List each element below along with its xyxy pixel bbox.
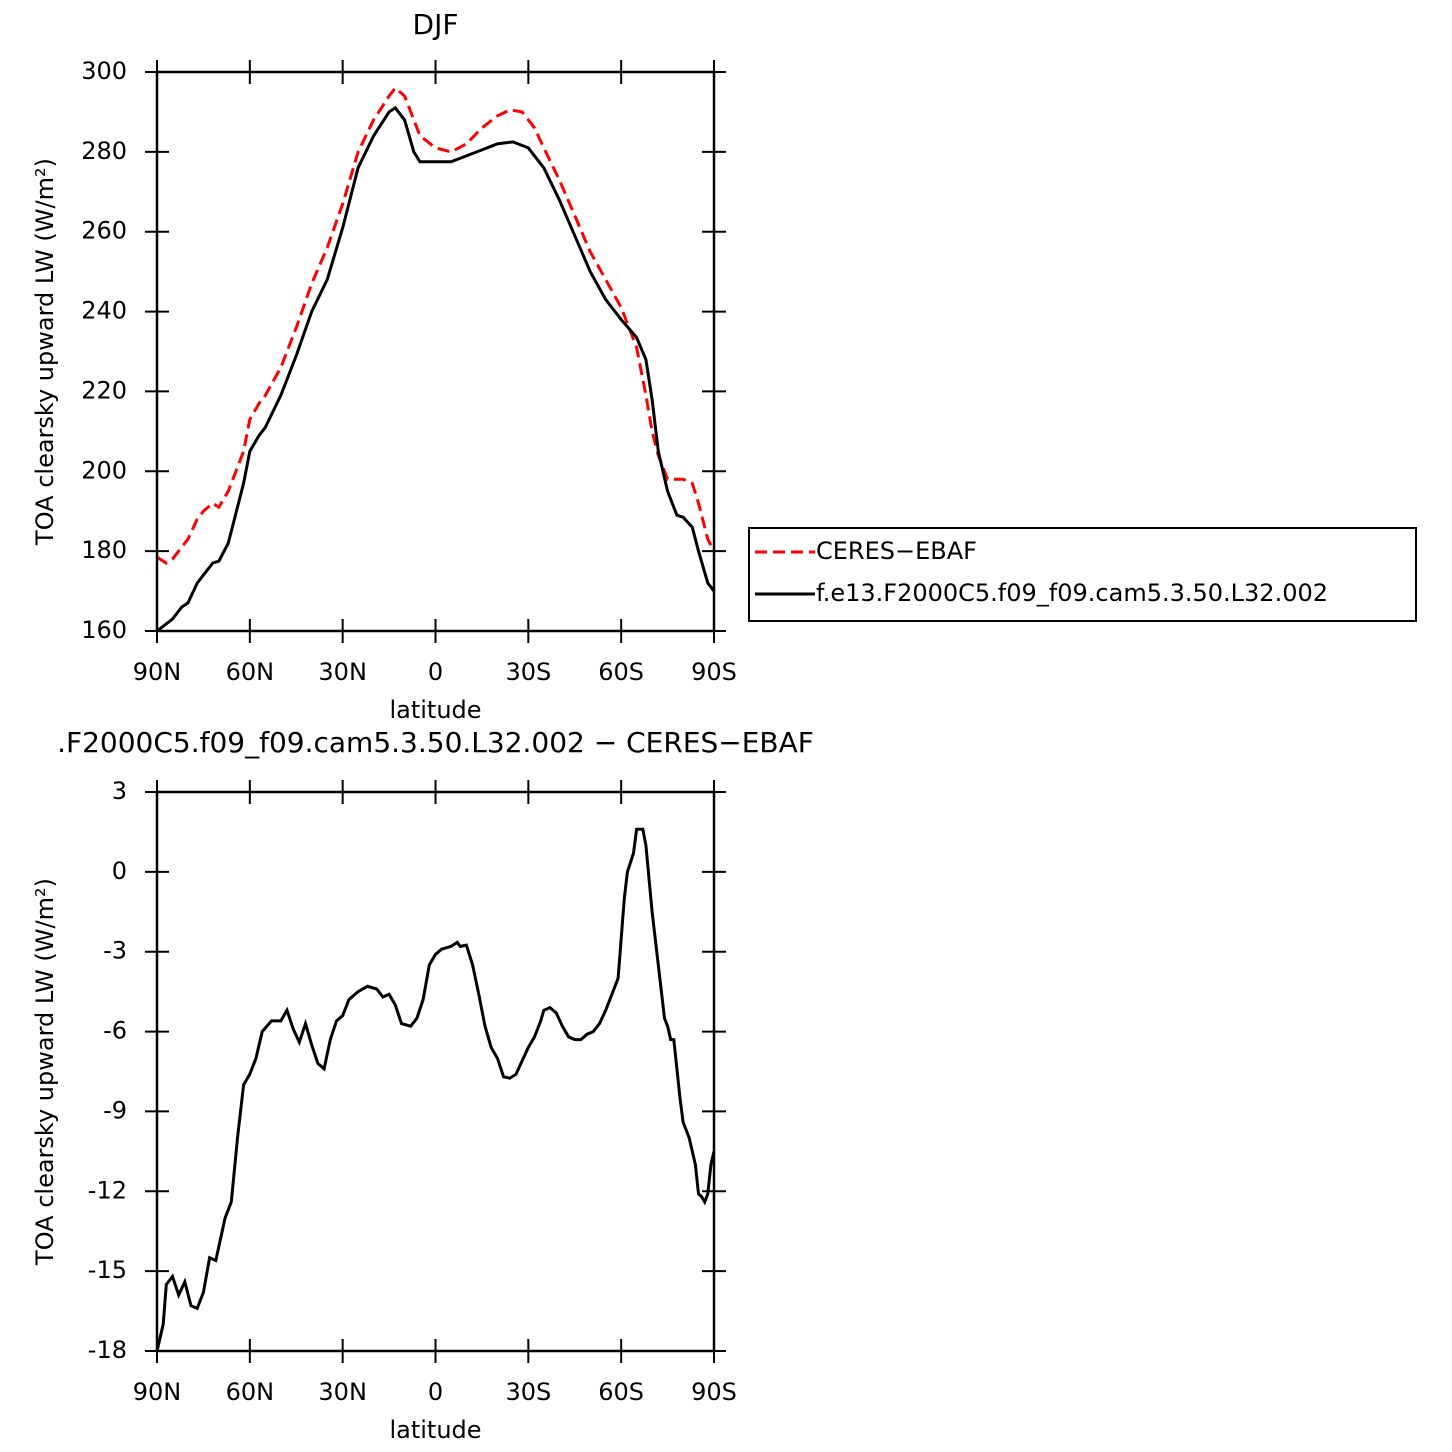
plot-frame bbox=[155, 70, 716, 633]
x-tick-label: 90S bbox=[691, 1378, 737, 1406]
legend-box bbox=[748, 527, 1417, 622]
series-line bbox=[156, 105, 716, 633]
y-tick-label: -6 bbox=[103, 1017, 127, 1045]
y-tick-label: 200 bbox=[81, 456, 127, 484]
y-tick-label: -15 bbox=[88, 1256, 127, 1284]
y-tick-label: 160 bbox=[81, 616, 127, 644]
y-tick-label: -18 bbox=[88, 1336, 127, 1364]
plot-frame bbox=[155, 790, 716, 1353]
y-tick-label: -3 bbox=[103, 937, 127, 965]
legend-label: CERES−EBAF bbox=[816, 537, 977, 565]
y-tick-label: 0 bbox=[112, 857, 127, 885]
y-tick-label: 260 bbox=[81, 217, 127, 245]
legend-label: f.e13.F2000C5.f09_f09.cam5.3.50.L32.002 bbox=[816, 579, 1328, 607]
x-axis-label: latitude bbox=[389, 1416, 481, 1444]
y-tick-label: 240 bbox=[81, 297, 127, 325]
y-tick-label: -9 bbox=[103, 1096, 127, 1124]
y-tick-label: -12 bbox=[88, 1176, 127, 1204]
y-axis-label: TOA clearsky upward LW (W/m²) bbox=[31, 158, 59, 546]
x-tick-label: 60N bbox=[226, 1378, 275, 1406]
x-tick-label: 30N bbox=[318, 658, 367, 686]
x-tick-label: 90N bbox=[133, 658, 182, 686]
y-axis-label: TOA clearsky upward LW (W/m²) bbox=[31, 878, 59, 1266]
x-tick-label: 90S bbox=[691, 658, 737, 686]
x-tick-label: 90N bbox=[133, 1378, 182, 1406]
x-tick-label: 30S bbox=[505, 1378, 551, 1406]
series-line bbox=[156, 85, 716, 565]
y-tick-label: 3 bbox=[112, 777, 127, 805]
series-line bbox=[155, 827, 716, 1352]
x-tick-label: 60S bbox=[598, 658, 644, 686]
x-tick-label: 0 bbox=[428, 658, 443, 686]
chart-title: .F2000C5.f09_f09.cam5.3.50.L32.002 − CER… bbox=[57, 726, 814, 759]
y-tick-label: 300 bbox=[81, 57, 127, 85]
x-tick-label: 0 bbox=[428, 1378, 443, 1406]
x-axis-label: latitude bbox=[389, 696, 481, 724]
x-tick-label: 60S bbox=[598, 1378, 644, 1406]
y-tick-label: 280 bbox=[81, 137, 127, 165]
y-tick-label: 220 bbox=[81, 376, 127, 404]
x-tick-label: 30S bbox=[505, 658, 551, 686]
x-tick-label: 60N bbox=[226, 658, 275, 686]
chart-title: DJF bbox=[413, 8, 459, 41]
x-tick-label: 30N bbox=[318, 1378, 367, 1406]
y-tick-label: 180 bbox=[81, 536, 127, 564]
